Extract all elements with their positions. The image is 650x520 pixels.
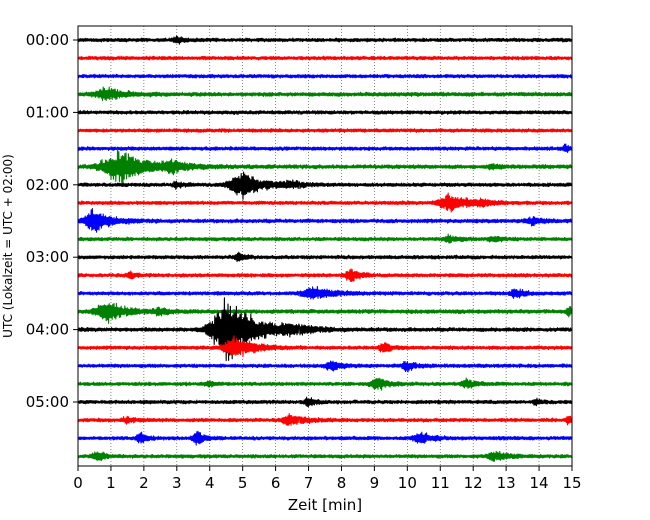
- trace-0515: [77, 413, 573, 426]
- trace-0015: [77, 55, 573, 61]
- trace-0500: [78, 396, 573, 408]
- y-tick-label-0200: 02:00: [26, 176, 69, 194]
- y-axis-label: UTC (Lokalzeit = UTC + 02:00): [1, 154, 15, 338]
- x-tick-label-8: 8: [337, 474, 347, 492]
- trace-0445: [77, 377, 573, 391]
- x-tick-label-6: 6: [271, 474, 281, 492]
- trace-0430: [77, 360, 573, 373]
- trace-0315: [77, 268, 573, 283]
- trace-0130: [77, 143, 573, 153]
- x-tick-label-4: 4: [205, 474, 215, 492]
- trace-0400: [77, 297, 573, 362]
- trace-0100: [77, 109, 573, 115]
- y-tick-label-0100: 01:00: [26, 103, 69, 121]
- trace-0230: [77, 208, 573, 233]
- y-tick-label-0400: 04:00: [26, 321, 69, 339]
- y-tick-label-0300: 03:00: [26, 248, 69, 266]
- x-tick-label-14: 14: [530, 474, 549, 492]
- trace-0415: [77, 335, 573, 357]
- plot-frame: [77, 25, 573, 467]
- trace-0300: [77, 251, 573, 263]
- trace-0245: [77, 233, 573, 244]
- x-tick-label-2: 2: [139, 474, 149, 492]
- x-tick-label-12: 12: [464, 474, 483, 492]
- y-tick-label-0000: 00:00: [26, 31, 69, 49]
- axis-ticks: 0 1 2 3 4 5 6 7 8 9 10 11 12 13 14 1500:0001:0002:0003:…: [26, 31, 582, 492]
- trace-0530: [78, 430, 573, 446]
- x-tick-label-13: 13: [497, 474, 516, 492]
- trace-0345: [77, 302, 573, 324]
- grid-lines: [110, 26, 540, 466]
- x-tick-label-10: 10: [398, 474, 417, 492]
- y-tick-label-0500: 05:00: [26, 393, 69, 411]
- x-tick-label-5: 5: [238, 474, 248, 492]
- trace-0200: [77, 171, 573, 200]
- x-tick-label-9: 9: [370, 474, 380, 492]
- x-tick-label-15: 15: [562, 474, 581, 492]
- x-tick-label-11: 11: [431, 474, 450, 492]
- trace-0215: [77, 192, 573, 213]
- trace-0145: [77, 148, 573, 184]
- x-tick-label-0: 0: [73, 474, 83, 492]
- trace-0045: [77, 86, 573, 102]
- trace-0115: [77, 128, 573, 134]
- trace-0000: [77, 35, 573, 45]
- x-tick-label-7: 7: [304, 474, 314, 492]
- trace-0330: [77, 285, 573, 300]
- trace-group: [77, 35, 573, 462]
- x-axis-label: Zeit [min]: [288, 496, 362, 514]
- trace-0030: [77, 73, 573, 79]
- trace-0545: [77, 450, 573, 462]
- x-tick-label-3: 3: [172, 474, 182, 492]
- x-tick-label-1: 1: [106, 474, 116, 492]
